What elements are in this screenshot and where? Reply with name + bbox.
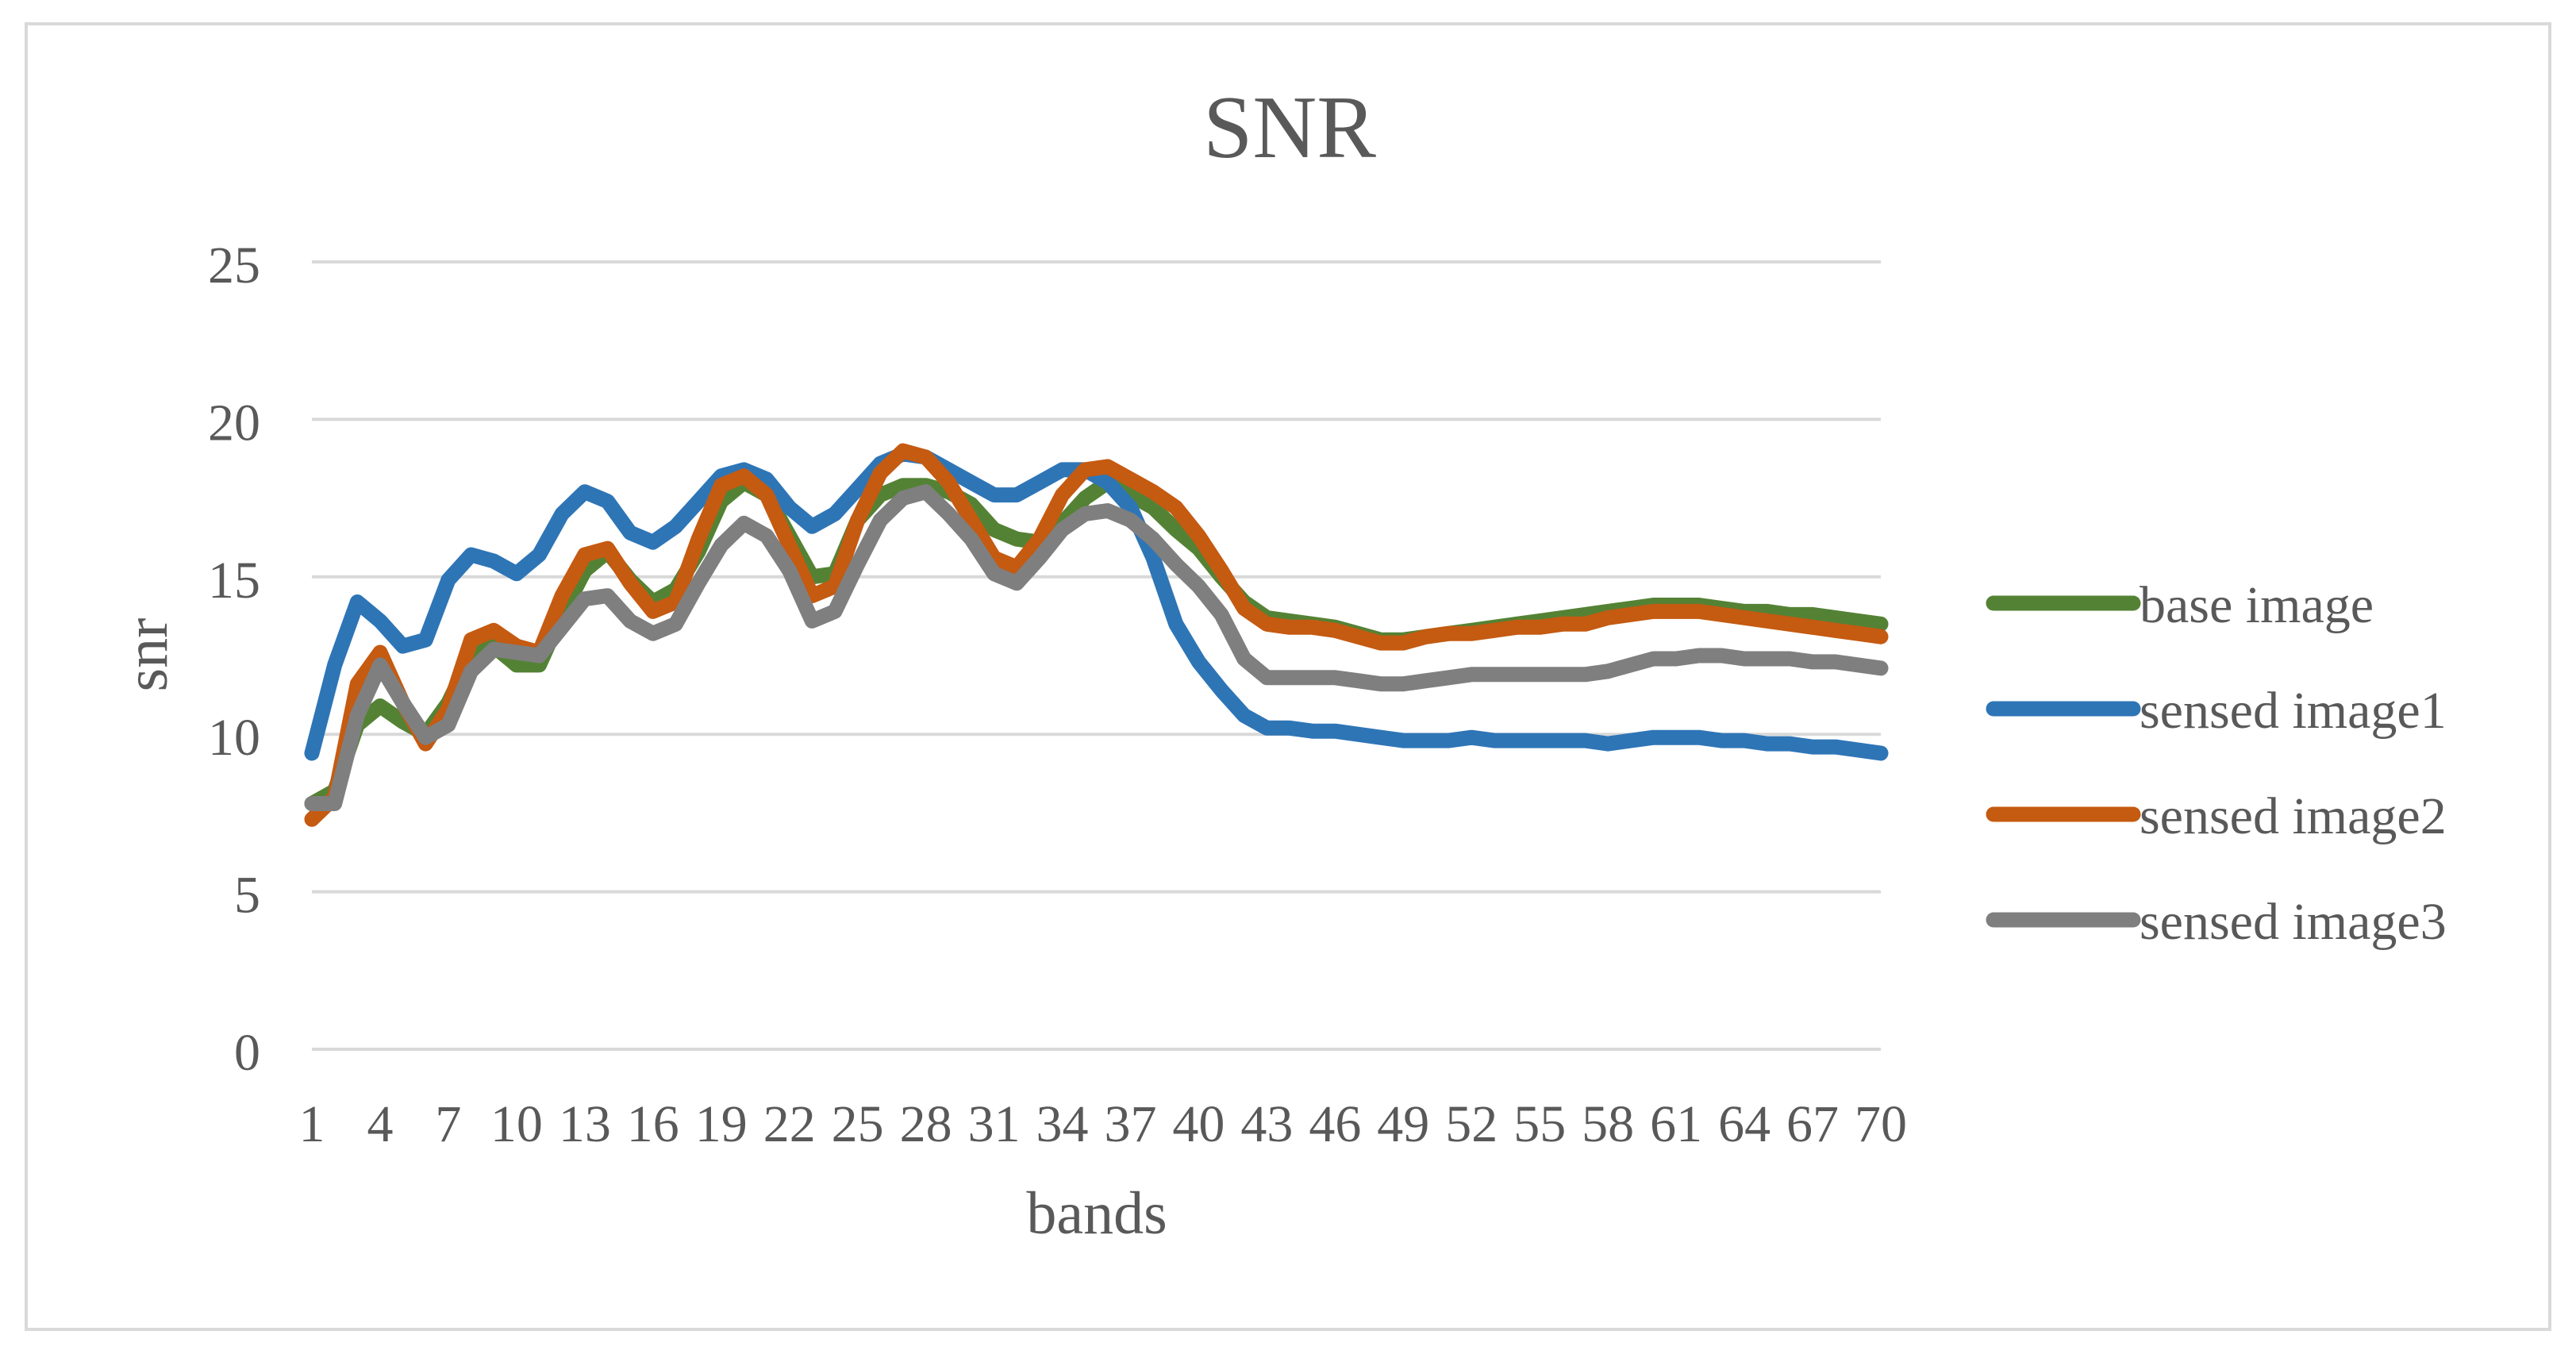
x-tick-label: 40 [1172,1095,1225,1153]
x-tick-label: 43 [1240,1095,1293,1153]
x-tick-label: 25 [832,1095,884,1153]
x-tick-label: 13 [559,1095,611,1153]
y-axis-ticks: 0 5 10 15 20 25 [208,237,260,1082]
x-tick-label: 58 [1582,1095,1634,1153]
y-tick-label: 15 [208,552,260,610]
x-tick-label: 37 [1104,1095,1156,1153]
legend-entry-2: sensed image1 [1986,682,2447,740]
series-line-2 [304,446,1889,761]
legend: base image sensed image1 sensed image2 sens… [1986,576,2447,951]
gridlines [312,260,1881,1051]
x-tick-label: 67 [1786,1095,1839,1153]
legend-label: sensed image1 [2140,682,2447,740]
x-tick-label: 70 [1855,1095,1907,1153]
y-tick-label: 25 [208,237,260,294]
x-tick-label: 4 [367,1095,393,1153]
legend-label: sensed image3 [2140,893,2447,951]
x-axis-ticks: 1 4 7 10 13 16 19 22 25 28 31 34 37 40 43 46 49 52 55 58 61 6… [299,1095,1908,1153]
x-tick-label: 7 [435,1095,461,1153]
x-tick-label: 10 [490,1095,543,1153]
series-line-4 [304,484,1889,811]
x-tick-label: 19 [695,1095,748,1153]
x-tick-label: 1 [299,1095,325,1153]
legend-entry-1: base image [1986,576,2374,634]
y-tick-label: 5 [234,867,260,925]
x-tick-label: 52 [1445,1095,1498,1153]
x-tick-label: 22 [763,1095,816,1153]
x-tick-label: 16 [627,1095,679,1153]
chart-title: SNR [1203,79,1376,177]
legend-entry-4: sensed image3 [1986,893,2447,951]
x-tick-label: 28 [900,1095,952,1153]
series-line-3 [304,443,1889,827]
x-tick-label: 49 [1377,1095,1429,1153]
y-tick-label: 10 [208,709,260,767]
x-tick-label: 34 [1036,1095,1089,1153]
y-tick-label: 20 [208,394,260,452]
x-tick-label: 64 [1718,1095,1771,1153]
x-tick-label: 55 [1513,1095,1566,1153]
legend-label: base image [2140,576,2374,634]
series-lines [304,443,1889,827]
x-tick-label: 46 [1309,1095,1361,1153]
y-tick-label: 0 [234,1024,260,1082]
legend-label: sensed image2 [2140,787,2447,845]
x-tick-label: 61 [1650,1095,1702,1153]
y-axis-label: snr [113,618,180,692]
x-axis-label: bands [1026,1180,1167,1247]
legend-entry-3: sensed image2 [1986,787,2447,845]
x-tick-label: 31 [968,1095,1021,1153]
